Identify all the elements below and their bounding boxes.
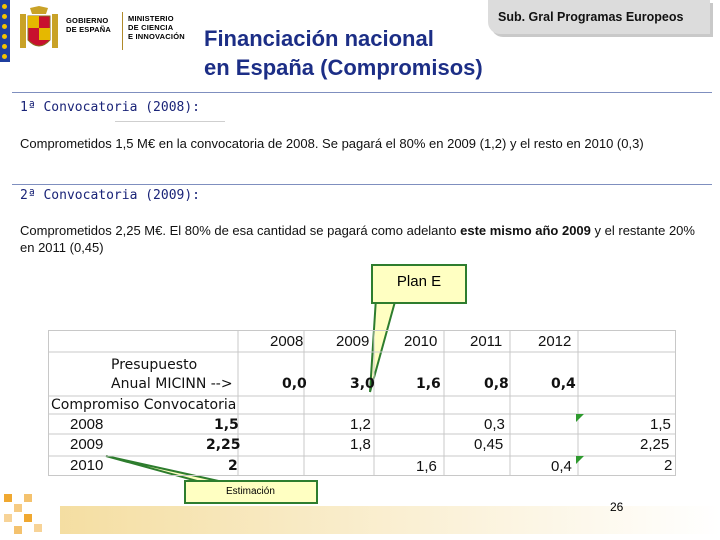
estimation-callout: Estimación [184,480,318,504]
table-cell: 1,6 [416,458,437,475]
row-total: 1,5 [214,417,239,433]
row-year: 2008 [70,416,104,433]
row-year: 2010 [70,457,104,474]
table-cell: 0,45 [474,436,504,453]
row-total: 2,25 [206,437,241,453]
government-label: GOBIERNO DE ESPAÑA [66,16,112,34]
budget-value: 0,8 [484,376,509,392]
eu-flag-bar [0,0,10,62]
decorative-squares [0,490,60,540]
year-header: 2011 [470,333,503,350]
row-total-right: 1,5 [650,416,671,433]
slide-title: Financiación nacional en España (Comprom… [204,26,483,80]
budget-value: 0,4 [551,376,576,392]
convocatoria-2-heading: 2ª Convocatoria (2009): [20,188,201,203]
convocatoria-1-text: Comprometidos 1,5 M€ en la convocatoria … [20,136,644,151]
convocatoria-1-heading: 1ª Convocatoria (2008): [20,100,201,115]
year-header: 2012 [538,333,572,350]
section-divider [12,184,712,185]
footer-gradient [60,506,720,534]
table-cell: 1,2 [350,416,371,433]
table-grid [48,330,676,476]
row-year: 2009 [70,436,104,453]
year-header: 2008 [270,333,304,350]
section-divider [12,92,712,93]
ministry-label: MINISTERIO DE CIENCIA E INNOVACIÓN [128,14,185,41]
budget-value: 1,6 [416,376,441,392]
table-cell: 1,8 [350,436,371,453]
year-header: 2009 [336,333,370,350]
plan-e-callout: Plan E [371,264,467,304]
row-total-right: 2,25 [640,436,670,453]
budget-value: 3,0 [350,376,375,392]
commitment-label: Compromiso Convocatoria [51,397,237,413]
convocatoria-2-text: Comprometidos 2,25 M€. El 80% de esa can… [20,223,695,255]
table-cell: 0,3 [484,416,505,433]
logo-divider [122,12,123,50]
underline-divider [115,121,225,122]
row-total: 2 [228,458,238,474]
department-label: Sub. Gral Programas Europeos [498,10,684,24]
budget-label: Anual MICINN --> [111,376,233,392]
department-tab: Sub. Gral Programas Europeos [488,0,710,34]
budget-value: 0,0 [282,376,307,392]
financing-table: 2008 2009 2010 2011 2012 Presupuesto Anu… [48,330,676,476]
coat-of-arms-icon [20,6,58,48]
row-total-right: 2 [664,457,673,474]
budget-label: Presupuesto [111,357,198,373]
government-logo: GOBIERNO DE ESPAÑA MINISTERIO DE CIENCIA… [0,0,190,62]
table-cell: 0,4 [551,458,572,475]
page-number: 26 [610,500,624,514]
emphasis-text: este mismo año 2009 [460,223,591,238]
year-header: 2010 [404,333,438,350]
